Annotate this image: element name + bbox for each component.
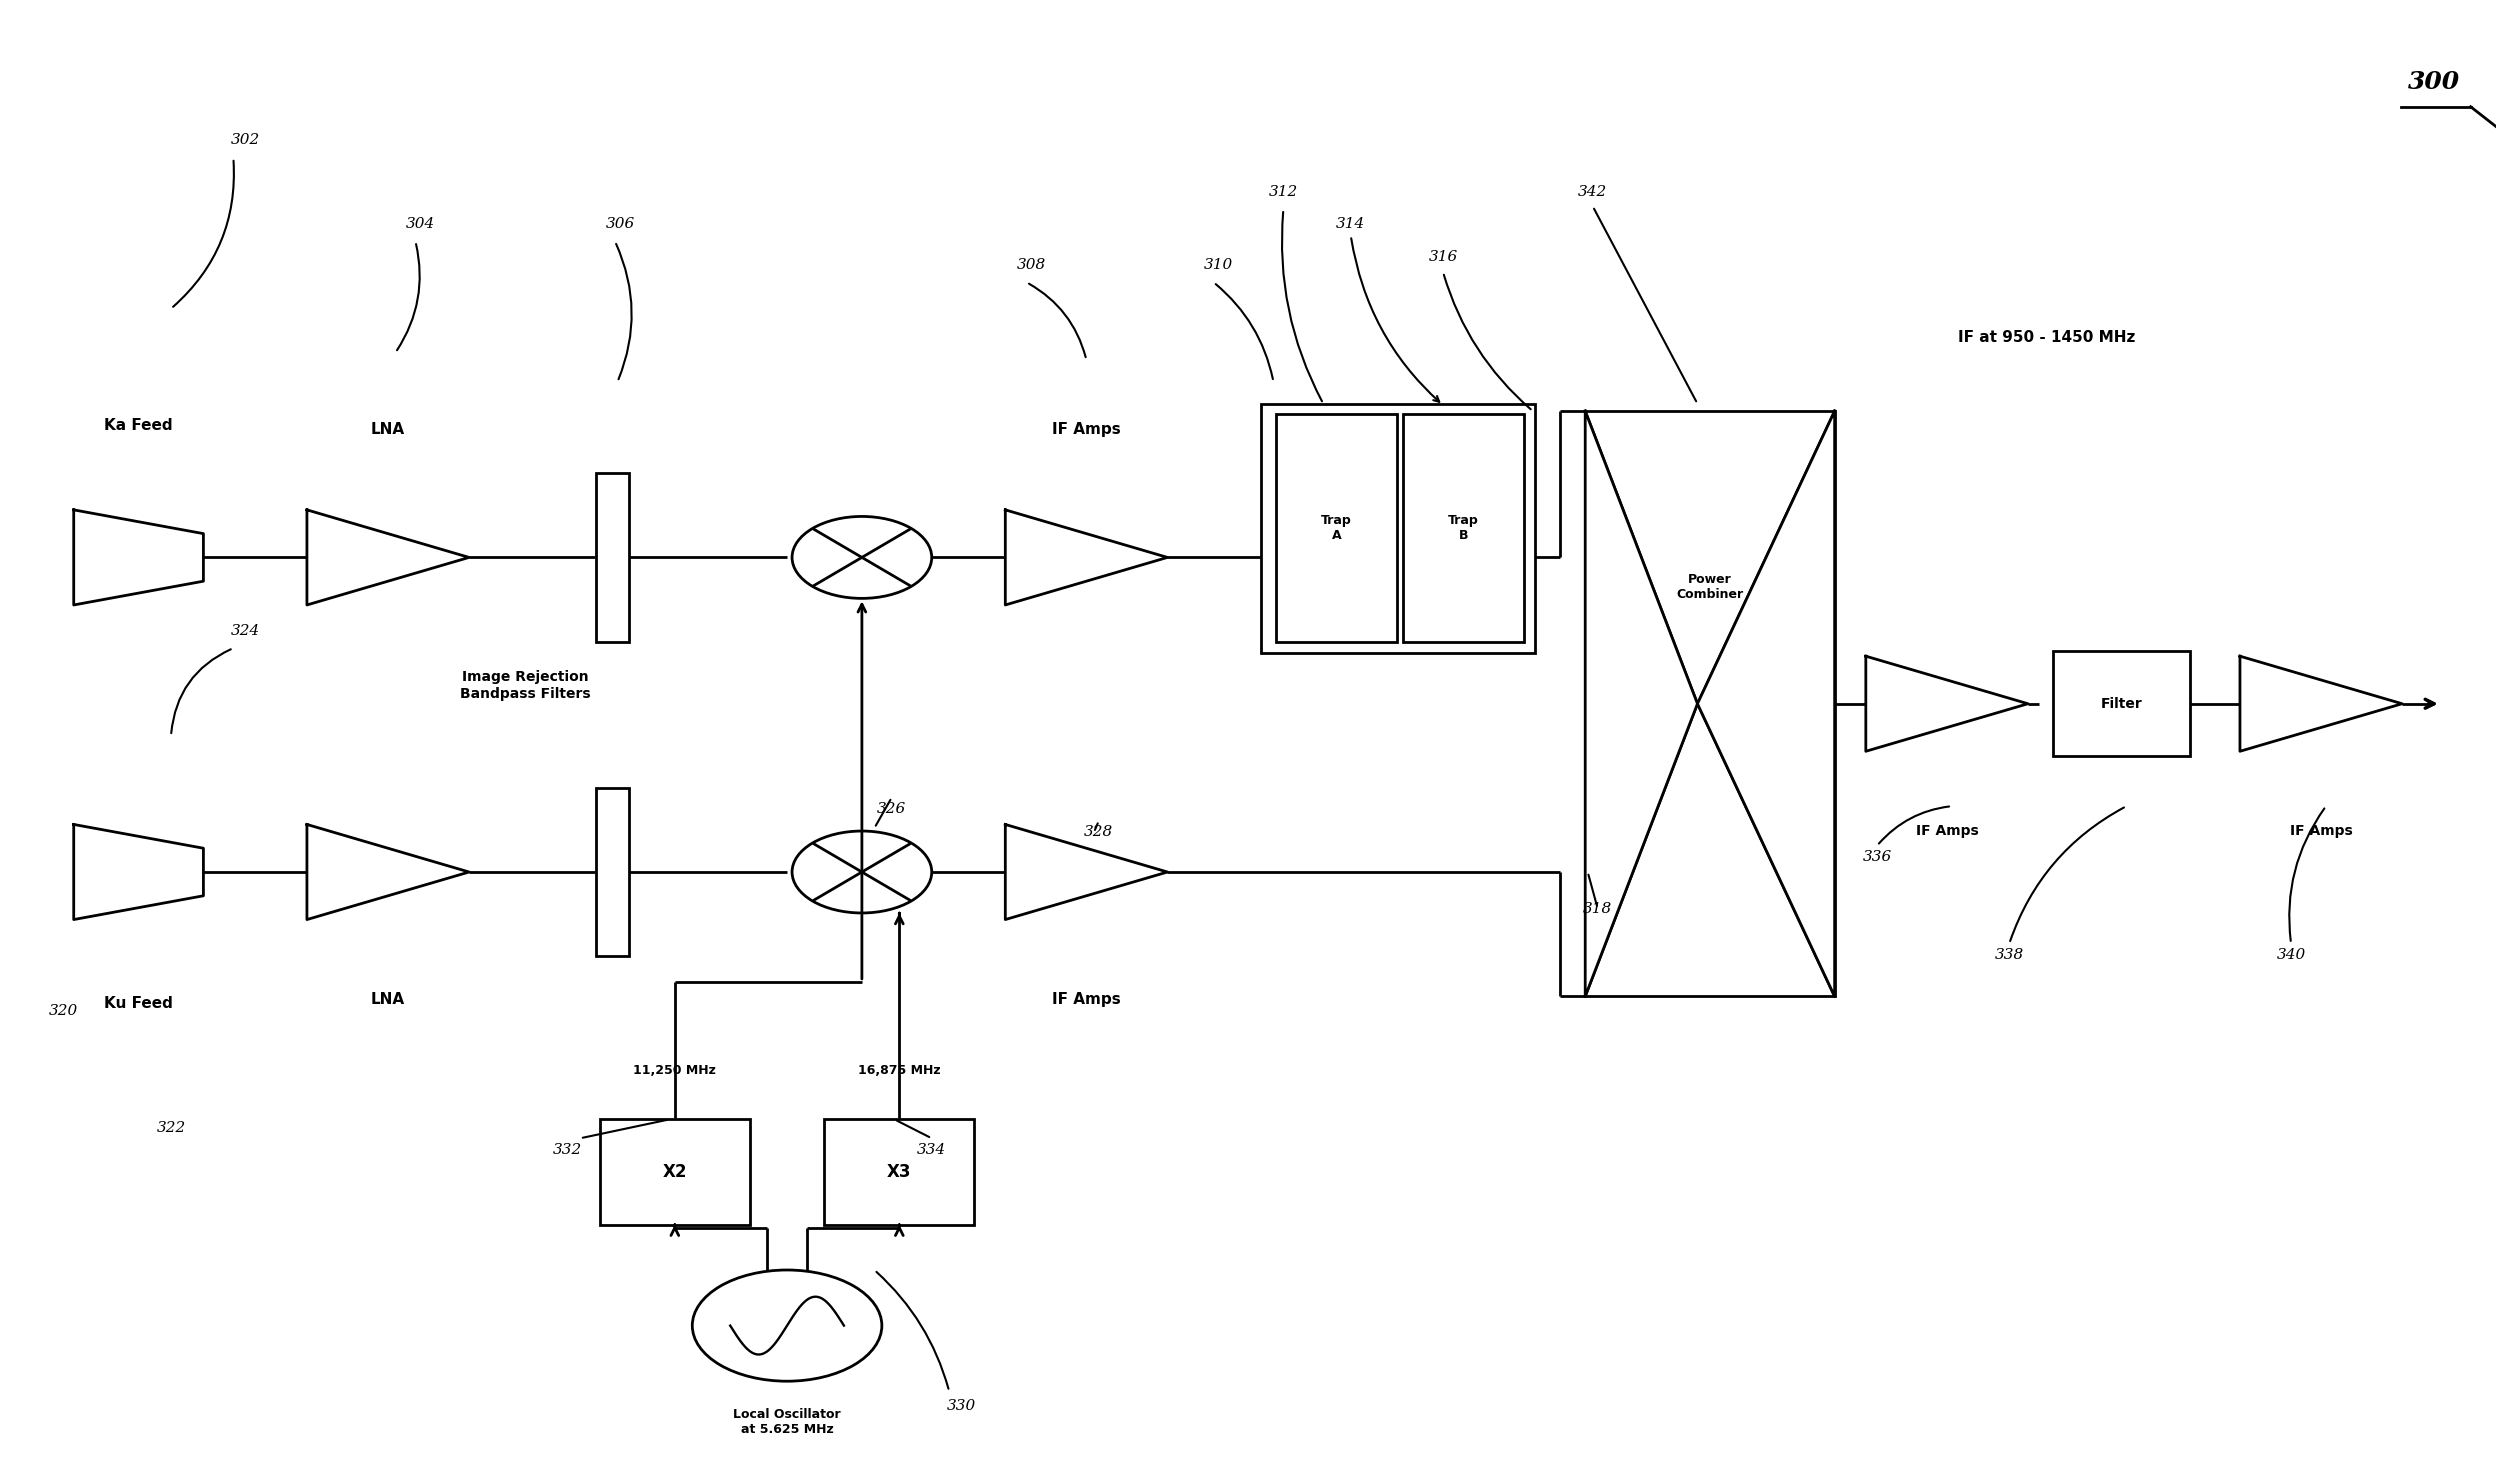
Text: LNA: LNA xyxy=(372,422,405,437)
Text: 326: 326 xyxy=(876,802,906,817)
Text: IF Amps: IF Amps xyxy=(1051,422,1121,437)
Polygon shape xyxy=(307,510,469,605)
Text: 310: 310 xyxy=(1204,258,1234,271)
Text: IF Amps: IF Amps xyxy=(1915,824,1978,837)
Bar xyxy=(599,1119,749,1226)
Polygon shape xyxy=(1586,410,1698,997)
Text: 306: 306 xyxy=(604,217,634,230)
Text: Ku Feed: Ku Feed xyxy=(105,997,172,1012)
Bar xyxy=(824,1119,974,1226)
Text: 304: 304 xyxy=(407,217,434,230)
Text: 302: 302 xyxy=(232,133,260,148)
Polygon shape xyxy=(1865,657,2028,751)
Polygon shape xyxy=(1006,510,1169,605)
Text: 342: 342 xyxy=(1578,185,1608,198)
Polygon shape xyxy=(1698,410,1835,997)
Text: 332: 332 xyxy=(552,1143,582,1157)
Text: 328: 328 xyxy=(1084,825,1114,840)
Text: Trap
A: Trap A xyxy=(1321,515,1351,542)
Text: Local Oscillator
at 5.625 MHz: Local Oscillator at 5.625 MHz xyxy=(734,1407,841,1435)
Text: 324: 324 xyxy=(232,623,260,638)
Polygon shape xyxy=(75,510,202,605)
Text: 336: 336 xyxy=(1863,850,1893,865)
Polygon shape xyxy=(75,824,202,919)
Text: 16,875 MHz: 16,875 MHz xyxy=(859,1064,941,1078)
Text: 338: 338 xyxy=(1995,949,2025,962)
Text: X3: X3 xyxy=(886,1163,911,1182)
Text: 334: 334 xyxy=(916,1143,946,1157)
Text: 300: 300 xyxy=(2407,70,2460,94)
Text: 312: 312 xyxy=(1268,185,1298,198)
Text: Trap
B: Trap B xyxy=(1448,515,1478,542)
Text: Ka Feed: Ka Feed xyxy=(105,418,172,432)
Polygon shape xyxy=(307,824,469,919)
Bar xyxy=(2053,651,2190,756)
Text: IF Amps: IF Amps xyxy=(2290,824,2352,837)
Bar xyxy=(597,787,629,956)
Text: 11,250 MHz: 11,250 MHz xyxy=(634,1064,717,1078)
Circle shape xyxy=(792,831,931,913)
Text: 316: 316 xyxy=(1428,251,1458,264)
Text: 308: 308 xyxy=(1016,258,1046,271)
Text: 340: 340 xyxy=(2277,949,2305,962)
Text: IF at 950 - 1450 MHz: IF at 950 - 1450 MHz xyxy=(1958,330,2135,346)
Bar xyxy=(1403,413,1523,642)
Circle shape xyxy=(792,516,931,598)
Text: IF Amps: IF Amps xyxy=(1051,992,1121,1007)
Text: LNA: LNA xyxy=(372,992,405,1007)
Bar xyxy=(1261,403,1536,652)
Text: 322: 322 xyxy=(157,1121,185,1135)
Bar xyxy=(1276,413,1396,642)
Text: 330: 330 xyxy=(946,1399,976,1413)
Bar xyxy=(1586,410,1835,997)
Text: 318: 318 xyxy=(1583,902,1613,916)
Text: Power
Combiner: Power Combiner xyxy=(1675,573,1743,601)
Polygon shape xyxy=(1006,824,1169,919)
Text: Filter: Filter xyxy=(2100,696,2142,711)
Text: Image Rejection
Bandpass Filters: Image Rejection Bandpass Filters xyxy=(459,670,589,701)
Bar xyxy=(597,474,629,642)
Circle shape xyxy=(692,1270,881,1381)
Text: 320: 320 xyxy=(50,1004,77,1017)
Text: 314: 314 xyxy=(1336,217,1366,230)
Polygon shape xyxy=(2240,657,2402,751)
Text: X2: X2 xyxy=(662,1163,687,1182)
